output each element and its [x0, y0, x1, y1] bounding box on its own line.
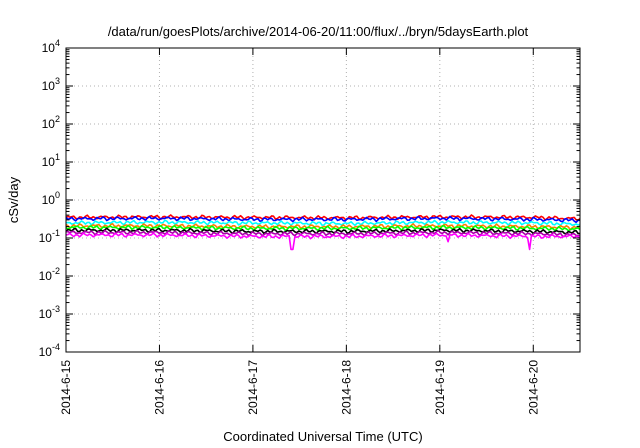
series-line [65, 219, 581, 227]
y-tick-label: 10-2 [39, 266, 60, 283]
y-tick-label: 10-4 [39, 342, 60, 359]
y-tick-label: 103 [42, 76, 60, 93]
y-tick-label: 100 [42, 190, 60, 207]
series-line [65, 232, 581, 251]
y-tick-labels: 10-4 10-3 10-2 10-1 100 101 102 103 104 [39, 38, 60, 359]
y-tick-label: 10-1 [39, 228, 60, 245]
x-tick-label: 2014-6-19 [433, 360, 447, 415]
series-line [65, 229, 581, 238]
y-tick-label: 104 [42, 38, 60, 55]
y-tick-label: 102 [42, 114, 60, 131]
x-tick-label: 2014-6-15 [59, 360, 73, 415]
series-line [65, 227, 580, 235]
series-line [65, 215, 581, 224]
ticks [65, 47, 580, 353]
x-tick-label: 2014-6-16 [152, 360, 166, 415]
chart-title: /data/run/goesPlots/archive/2014-06-20/1… [108, 24, 529, 39]
series-lines [65, 214, 581, 251]
x-tick-labels: 2014-6-15 2014-6-16 2014-6-17 2014-6-18 2014… [59, 360, 540, 415]
x-tick-label: 2014-6-20 [526, 360, 540, 415]
y-tick-label: 10-3 [39, 304, 60, 321]
x-axis-label: Coordinated Universal Time (UTC) [223, 429, 422, 444]
grid [66, 48, 580, 352]
y-axis-label: cSv/day [6, 176, 21, 223]
y-tick-label: 101 [42, 152, 60, 169]
x-tick-label: 2014-6-17 [246, 360, 260, 415]
x-tick-label: 2014-6-18 [339, 360, 353, 415]
series-line [65, 224, 581, 232]
